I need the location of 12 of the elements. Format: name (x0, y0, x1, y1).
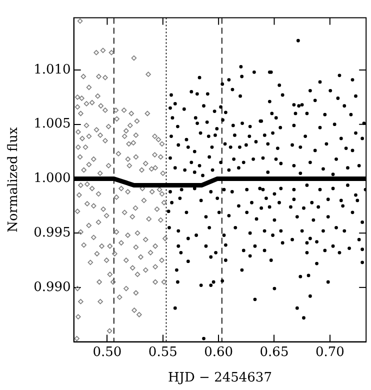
y-tick-label: 1.000 (34, 171, 71, 186)
x-tick-label: 0.60 (204, 344, 234, 360)
y-tick-label: 1.005 (34, 116, 71, 132)
x-axis-title: HJD − 2454637 (168, 370, 272, 386)
x-tick-label: 0.55 (148, 344, 178, 360)
y-tick-label: 0.990 (34, 280, 71, 295)
y-tick-label: 0.995 (34, 225, 71, 240)
x-tick-label: 0.50 (92, 344, 122, 360)
y-tick-label: 1.010 (34, 62, 71, 78)
x-tick-label: 0.70 (315, 344, 344, 360)
x-tick-label: 0.65 (260, 344, 289, 360)
y-axis-title: Normalized flux (6, 126, 22, 232)
